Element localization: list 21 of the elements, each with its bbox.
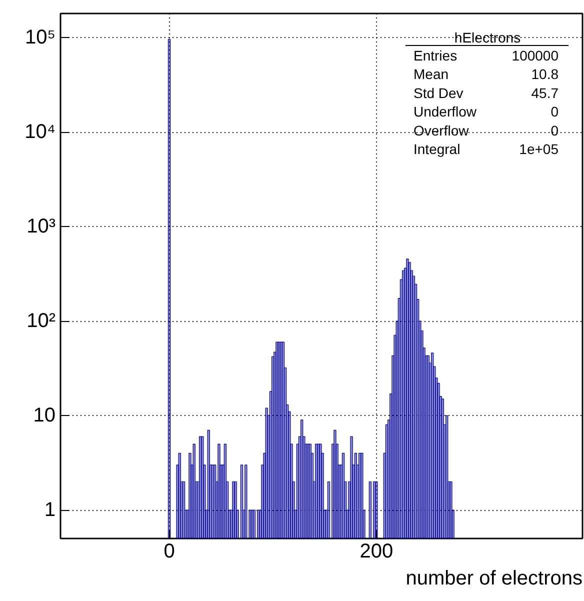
y-tick-label: 10 bbox=[33, 404, 56, 427]
annotation: 0 bbox=[550, 104, 559, 120]
annotation: 10.8 bbox=[531, 66, 559, 82]
annotation: Mean bbox=[414, 66, 449, 82]
x-tick-label: 200 bbox=[360, 540, 394, 562]
annotation: Entries bbox=[414, 48, 458, 64]
annotation: 45.7 bbox=[531, 84, 559, 101]
annotation: 1e+05 bbox=[519, 141, 559, 157]
annotation: Underflow bbox=[414, 104, 478, 120]
annotation: hElectrons bbox=[454, 30, 521, 46]
y-tick-label: 1 bbox=[44, 499, 56, 522]
y-tick-label: 10² bbox=[26, 310, 56, 332]
x-axis-title: number of electrons bbox=[406, 568, 583, 590]
y-tick-label: 10⁴ bbox=[24, 121, 56, 144]
annotation: 100000 bbox=[512, 48, 559, 64]
y-tick-label: 10⁵ bbox=[24, 26, 56, 49]
annotation: Integral bbox=[414, 141, 460, 157]
annotation: Overflow bbox=[414, 122, 470, 138]
annotation: 0 bbox=[550, 122, 559, 138]
annotation: Std Dev bbox=[414, 84, 464, 101]
y-tick-label: 10³ bbox=[26, 216, 56, 238]
